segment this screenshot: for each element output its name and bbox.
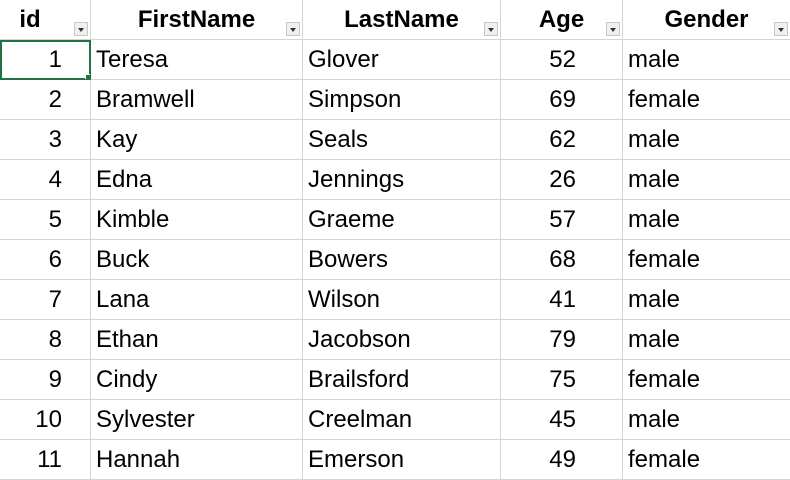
cell-firstname[interactable]: Kimble xyxy=(91,200,303,240)
header-label: Age xyxy=(538,6,585,33)
cell-id[interactable]: 1 xyxy=(0,40,91,80)
cell-firstname[interactable]: Teresa xyxy=(91,40,303,80)
cell-age[interactable]: 68 xyxy=(501,240,623,280)
table-row: 1 Teresa Glover 52 male xyxy=(0,40,790,80)
filter-dropdown-icon[interactable] xyxy=(484,22,498,36)
cell-gender[interactable]: male xyxy=(623,320,790,360)
cell-firstname[interactable]: Lana xyxy=(91,280,303,320)
filter-dropdown-icon[interactable] xyxy=(286,22,300,36)
cell-gender[interactable]: male xyxy=(623,280,790,320)
table-row: 5 Kimble Graeme 57 male xyxy=(0,200,790,240)
cell-id[interactable]: 10 xyxy=(0,400,91,440)
filter-dropdown-icon[interactable] xyxy=(606,22,620,36)
cell-lastname[interactable]: Emerson xyxy=(303,440,501,480)
header-label: LastName xyxy=(344,6,459,33)
cell-age[interactable]: 79 xyxy=(501,320,623,360)
cell-age[interactable]: 45 xyxy=(501,400,623,440)
cell-lastname[interactable]: Jennings xyxy=(303,160,501,200)
cell-gender[interactable]: male xyxy=(623,40,790,80)
cell-gender[interactable]: female xyxy=(623,240,790,280)
cell-lastname[interactable]: Simpson xyxy=(303,80,501,120)
cell-id[interactable]: 4 xyxy=(0,160,91,200)
cell-gender[interactable]: male xyxy=(623,120,790,160)
header-label: id xyxy=(19,6,41,33)
cell-age[interactable]: 26 xyxy=(501,160,623,200)
cell-id[interactable]: 9 xyxy=(0,360,91,400)
cell-gender[interactable]: female xyxy=(623,80,790,120)
cell-age[interactable]: 69 xyxy=(501,80,623,120)
cell-id[interactable]: 3 xyxy=(0,120,91,160)
header-cell-firstname[interactable]: FirstName xyxy=(91,0,303,40)
cell-firstname[interactable]: Cindy xyxy=(91,360,303,400)
header-cell-gender[interactable]: Gender xyxy=(623,0,790,40)
filter-dropdown-icon[interactable] xyxy=(774,22,788,36)
cell-lastname[interactable]: Creelman xyxy=(303,400,501,440)
table-row: 11 Hannah Emerson 49 female xyxy=(0,440,790,480)
cell-firstname[interactable]: Buck xyxy=(91,240,303,280)
cell-firstname[interactable]: Hannah xyxy=(91,440,303,480)
cell-gender[interactable]: male xyxy=(623,160,790,200)
cell-lastname[interactable]: Graeme xyxy=(303,200,501,240)
cell-firstname[interactable]: Ethan xyxy=(91,320,303,360)
cell-lastname[interactable]: Wilson xyxy=(303,280,501,320)
table-row: 8 Ethan Jacobson 79 male xyxy=(0,320,790,360)
cell-firstname[interactable]: Bramwell xyxy=(91,80,303,120)
cell-id[interactable]: 6 xyxy=(0,240,91,280)
table-row: 7 Lana Wilson 41 male xyxy=(0,280,790,320)
cell-age[interactable]: 75 xyxy=(501,360,623,400)
cell-firstname[interactable]: Sylvester xyxy=(91,400,303,440)
cell-lastname[interactable]: Brailsford xyxy=(303,360,501,400)
filter-dropdown-icon[interactable] xyxy=(74,22,88,36)
table-row: 10 Sylvester Creelman 45 male xyxy=(0,400,790,440)
cell-id[interactable]: 11 xyxy=(0,440,91,480)
header-cell-lastname[interactable]: LastName xyxy=(303,0,501,40)
cell-firstname[interactable]: Kay xyxy=(91,120,303,160)
header-label: Gender xyxy=(664,6,749,33)
cell-age[interactable]: 62 xyxy=(501,120,623,160)
cell-gender[interactable]: female xyxy=(623,360,790,400)
fill-handle[interactable] xyxy=(85,74,90,79)
cell-lastname[interactable]: Jacobson xyxy=(303,320,501,360)
cell-gender[interactable]: female xyxy=(623,440,790,480)
cell-lastname[interactable]: Glover xyxy=(303,40,501,80)
table-row: 3 Kay Seals 62 male xyxy=(0,120,790,160)
cell-age[interactable]: 57 xyxy=(501,200,623,240)
cell-age[interactable]: 41 xyxy=(501,280,623,320)
header-label: FirstName xyxy=(137,6,256,33)
cell-id[interactable]: 8 xyxy=(0,320,91,360)
cell-gender[interactable]: male xyxy=(623,400,790,440)
cell-id[interactable]: 5 xyxy=(0,200,91,240)
table-row: 9 Cindy Brailsford 75 female xyxy=(0,360,790,400)
cell-gender[interactable]: male xyxy=(623,200,790,240)
table-row: 2 Bramwell Simpson 69 female xyxy=(0,80,790,120)
header-cell-age[interactable]: Age xyxy=(501,0,623,40)
table-row: 6 Buck Bowers 68 female xyxy=(0,240,790,280)
cell-lastname[interactable]: Bowers xyxy=(303,240,501,280)
cell-lastname[interactable]: Seals xyxy=(303,120,501,160)
cell-age[interactable]: 52 xyxy=(501,40,623,80)
header-cell-id[interactable]: id xyxy=(0,0,91,40)
cell-age[interactable]: 49 xyxy=(501,440,623,480)
header-row: id FirstName LastName Age Gender xyxy=(0,0,790,40)
cell-firstname[interactable]: Edna xyxy=(91,160,303,200)
cell-id[interactable]: 7 xyxy=(0,280,91,320)
cell-id[interactable]: 2 xyxy=(0,80,91,120)
table-row: 4 Edna Jennings 26 male xyxy=(0,160,790,200)
